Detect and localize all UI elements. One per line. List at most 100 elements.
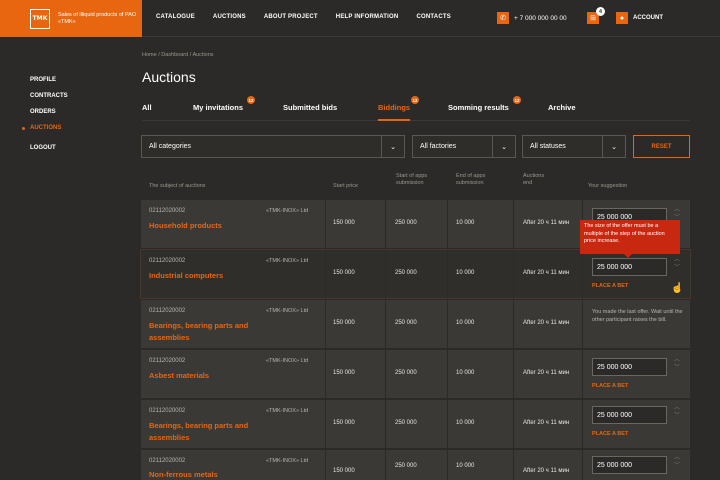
chevron-down-icon[interactable]: ﹀: [674, 265, 681, 271]
nav-help-information[interactable]: HELP INFORMATION: [335, 14, 399, 20]
phone-number: + 7 000 000 00 00: [514, 14, 567, 22]
column-divider: [513, 200, 514, 248]
bid-input[interactable]: 25 000 000: [592, 406, 667, 424]
company-name: «TMK-INOX» Ltd: [266, 308, 309, 314]
category-select[interactable]: All categories ⌄: [141, 135, 405, 158]
column-divider: [385, 300, 386, 348]
auction-end-time: After 20 ч 11 мин: [523, 270, 570, 276]
column-divider: [325, 400, 326, 448]
start-price: 150 000: [333, 468, 355, 474]
top-header: ТМК Sales of illiquid products of PAO «T…: [0, 0, 720, 37]
phone-icon: ✆: [497, 12, 509, 24]
lot-code: 02112020002: [149, 458, 186, 464]
chevron-up-icon[interactable]: ︿: [674, 207, 681, 213]
start-apps-value: 250 000: [395, 370, 417, 376]
auction-end-time: After 20 ч 11 мин: [523, 468, 570, 474]
auction-end-time: After 20 ч 11 мин: [523, 370, 570, 376]
end-apps-value: 10 000: [456, 220, 475, 226]
nav-contacts[interactable]: CONTACTS: [416, 14, 451, 20]
sidebar-item-auctions[interactable]: AUCTIONS: [22, 125, 68, 131]
column-divider: [447, 450, 448, 480]
column-divider: [582, 250, 583, 298]
status-select-value: All statuses: [530, 143, 566, 150]
chevron-down-icon[interactable]: ﹀: [674, 463, 681, 469]
breadcrumb[interactable]: Home / Dashboard / Auctions: [142, 52, 214, 58]
chevron-down-icon: ⌄: [381, 136, 404, 157]
bid-stepper[interactable]: ︿ ﹀: [674, 404, 680, 420]
sidebar-item-contracts[interactable]: CONTRACTS: [30, 93, 68, 99]
status-select[interactable]: All statuses ⌄: [522, 135, 626, 158]
nav-catalogue[interactable]: CATALOGUE: [156, 14, 195, 20]
column-divider: [582, 450, 583, 480]
chevron-up-icon[interactable]: ︿: [674, 257, 681, 263]
auction-subject-link[interactable]: Bearings, bearing parts and assemblies: [149, 421, 249, 442]
tab-badge: 12: [247, 96, 255, 104]
bid-stepper[interactable]: ︿ ﹀: [674, 454, 680, 470]
column-divider: [513, 250, 514, 298]
bid-input[interactable]: 25 000 000: [592, 258, 667, 276]
column-divider: [385, 250, 386, 298]
cart-count-badge: 4: [596, 7, 605, 16]
chevron-up-icon[interactable]: ︿: [674, 357, 681, 363]
factory-select[interactable]: All factories ⌄: [412, 135, 516, 158]
table-row: 02112020002 «TMK-INOX» Ltd Bearings, bea…: [141, 400, 690, 448]
place-bet-button[interactable]: PLACE A BET: [592, 283, 629, 289]
column-divider: [447, 200, 448, 248]
bid-stepper[interactable]: ︿ ﹀: [674, 256, 680, 272]
phone-link[interactable]: ✆ + 7 000 000 00 00: [497, 12, 567, 24]
tab-submitted-bids[interactable]: Submitted bids: [283, 103, 338, 112]
auction-subject-link[interactable]: Bearings, bearing parts and assemblies: [149, 321, 249, 342]
bid-stepper[interactable]: ︿ ﹀: [674, 206, 680, 222]
auction-subject-link[interactable]: Asbest materials: [149, 371, 210, 380]
column-divider: [582, 300, 583, 348]
logo-mark-icon: ТМК: [30, 8, 50, 29]
bid-input[interactable]: 25 000 000: [592, 456, 667, 474]
tab-summing-results[interactable]: Somming results 12: [448, 96, 521, 112]
column-divider: [325, 300, 326, 348]
company-name: «TMK-INOX» Ltd: [266, 458, 309, 464]
bid-input[interactable]: 25 000 000: [592, 358, 667, 376]
sidebar-item-profile[interactable]: PROFILE: [30, 77, 57, 83]
bid-stepper[interactable]: ︿ ﹀: [674, 356, 680, 372]
column-divider: [447, 250, 448, 298]
auction-end-time: After 20 ч 11 мин: [523, 220, 570, 226]
tab-my-invitations[interactable]: My invitations 12: [193, 96, 255, 112]
account-button[interactable]: ● ACCOUNT: [616, 12, 663, 24]
chevron-down-icon[interactable]: ﹀: [674, 215, 681, 221]
column-header-suggestion: Your suggestion: [588, 183, 628, 189]
tab-all[interactable]: All: [142, 103, 152, 112]
cart-button[interactable]: ⊞ 4: [587, 7, 605, 24]
chevron-down-icon[interactable]: ﹀: [674, 365, 681, 371]
start-apps-value: 250 000: [395, 220, 417, 226]
column-divider: [582, 350, 583, 398]
tab-archive[interactable]: Archive: [548, 103, 576, 112]
nav-auctions[interactable]: AUCTIONS: [212, 14, 246, 20]
pointer-cursor-icon: ☝: [671, 283, 684, 294]
tab-biddings[interactable]: Biddings 12: [378, 96, 419, 121]
column-divider: [385, 200, 386, 248]
reset-button[interactable]: RESET: [633, 135, 690, 158]
auction-subject-link[interactable]: Household products: [149, 221, 222, 230]
chevron-down-icon: ⌄: [492, 136, 515, 157]
place-bet-button[interactable]: PLACE A BET: [592, 431, 629, 437]
sidebar-item-logout[interactable]: LOGOUT: [30, 145, 56, 151]
chevron-up-icon[interactable]: ︿: [674, 455, 681, 461]
chevron-down-icon[interactable]: ﹀: [674, 413, 681, 419]
column-divider: [513, 450, 514, 480]
tabs: All My invitations 12 Submitted bids Bidd…: [142, 96, 690, 121]
nav-about-project[interactable]: ABOUT PROJECT: [263, 14, 318, 20]
sidebar-item-orders[interactable]: ORDERS: [30, 109, 56, 115]
auction-subject-link[interactable]: Non-ferrous metals: [149, 470, 218, 479]
logo[interactable]: ТМК Sales of illiquid products of PAO «T…: [0, 0, 142, 37]
chevron-up-icon[interactable]: ︿: [674, 405, 681, 411]
cart-icon: ⊞: [587, 12, 599, 24]
end-apps-value: 10 000: [456, 420, 475, 426]
column-header-end-apps: End of apps submission: [456, 173, 486, 186]
table-row: 02112020002 «TMK-INOX» Ltd Asbest materi…: [141, 350, 690, 398]
place-bet-button[interactable]: PLACE A BET: [592, 383, 629, 389]
lot-code: 02112020002: [149, 408, 186, 414]
main-nav: CATALOGUE AUCTIONS ABOUT PROJECT HELP IN…: [156, 14, 469, 20]
column-divider: [325, 250, 326, 298]
auction-subject-link[interactable]: Industrial computers: [149, 271, 224, 280]
category-select-value: All categories: [149, 143, 192, 150]
